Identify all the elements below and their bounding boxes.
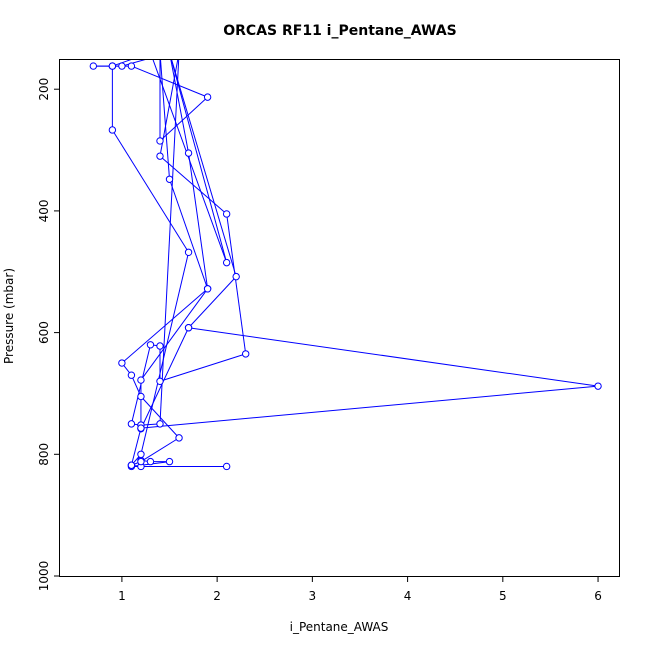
data-point — [137, 392, 145, 401]
series-line-segment — [140, 288, 209, 381]
x-tick-label: 5 — [499, 589, 507, 603]
data-point — [146, 457, 155, 466]
data-point — [156, 342, 164, 350]
series-line-segment — [170, 60, 190, 154]
series-line-segment — [159, 96, 208, 142]
data-point — [118, 62, 126, 70]
series-line-segment — [160, 60, 171, 180]
data-point — [222, 462, 231, 471]
data-point — [165, 175, 174, 183]
data-point — [175, 434, 183, 442]
x-tick-label: 6 — [594, 589, 602, 603]
series-line-segment — [159, 353, 246, 382]
x-tick-label: 3 — [309, 589, 317, 603]
data-point — [127, 371, 136, 379]
y-tick-label: 1000 — [37, 561, 51, 592]
x-axis: 1 2 3 4 5 6 — [118, 576, 602, 603]
data-point — [156, 137, 164, 145]
series-line-segment — [188, 327, 599, 387]
data-point — [127, 420, 136, 428]
series-line-segment — [169, 179, 209, 289]
y-tick-label: 400 — [37, 199, 51, 222]
data-point — [232, 272, 240, 281]
data-point — [222, 210, 231, 218]
x-tick-label: 2 — [213, 589, 221, 603]
data-point — [156, 152, 164, 160]
series-line-segment — [130, 344, 151, 424]
data-point — [184, 324, 193, 332]
data-point — [137, 424, 145, 432]
series-line-segment — [226, 213, 247, 354]
data-point — [137, 376, 145, 384]
plot-area — [89, 60, 602, 471]
data-point — [222, 258, 231, 267]
series-line-segment — [130, 428, 142, 466]
series-line-segment — [170, 60, 228, 263]
data-point — [156, 377, 164, 385]
data-point — [89, 62, 98, 70]
data-point — [203, 285, 212, 293]
series-line-segment — [140, 437, 180, 463]
x-tick-label: 4 — [404, 589, 412, 603]
data-point — [156, 420, 164, 428]
y-axis-label: Pressure (mbar) — [2, 268, 16, 364]
data-point — [241, 350, 250, 358]
series-line-segment — [112, 60, 132, 67]
plot-frame — [59, 59, 620, 577]
data-point — [203, 93, 212, 101]
series-line-segment — [131, 65, 208, 98]
series-line-segment — [152, 60, 228, 263]
series-line-segment — [140, 327, 190, 429]
data-point — [127, 461, 136, 469]
series-line-segment — [188, 153, 209, 289]
y-axis: 200 400 600 800 1000 — [37, 78, 60, 592]
data-point — [165, 457, 174, 466]
y-tick-label: 200 — [37, 78, 51, 101]
x-tick-label: 1 — [118, 589, 126, 603]
x-axis-label: i_Pentane_AWAS — [290, 620, 389, 634]
series-line-segment — [159, 155, 227, 215]
data-point — [108, 62, 117, 70]
data-point — [118, 359, 126, 367]
data-point — [127, 62, 136, 70]
data-point — [594, 382, 602, 390]
data-point — [146, 341, 155, 349]
data-point — [184, 149, 193, 157]
data-point — [137, 457, 145, 466]
y-tick-label: 800 — [37, 443, 51, 466]
series-line-segment — [140, 385, 599, 429]
series-line-segment — [171, 60, 237, 277]
series-line-segment — [111, 129, 189, 253]
y-tick-label: 600 — [37, 321, 51, 344]
chart-title: ORCAS RF11 i_Pentane_AWAS — [223, 23, 457, 39]
series-line-segment — [140, 252, 190, 455]
data-point — [108, 126, 117, 134]
series-line-segment — [188, 276, 237, 329]
data-point — [137, 450, 145, 459]
data-point — [184, 248, 193, 256]
